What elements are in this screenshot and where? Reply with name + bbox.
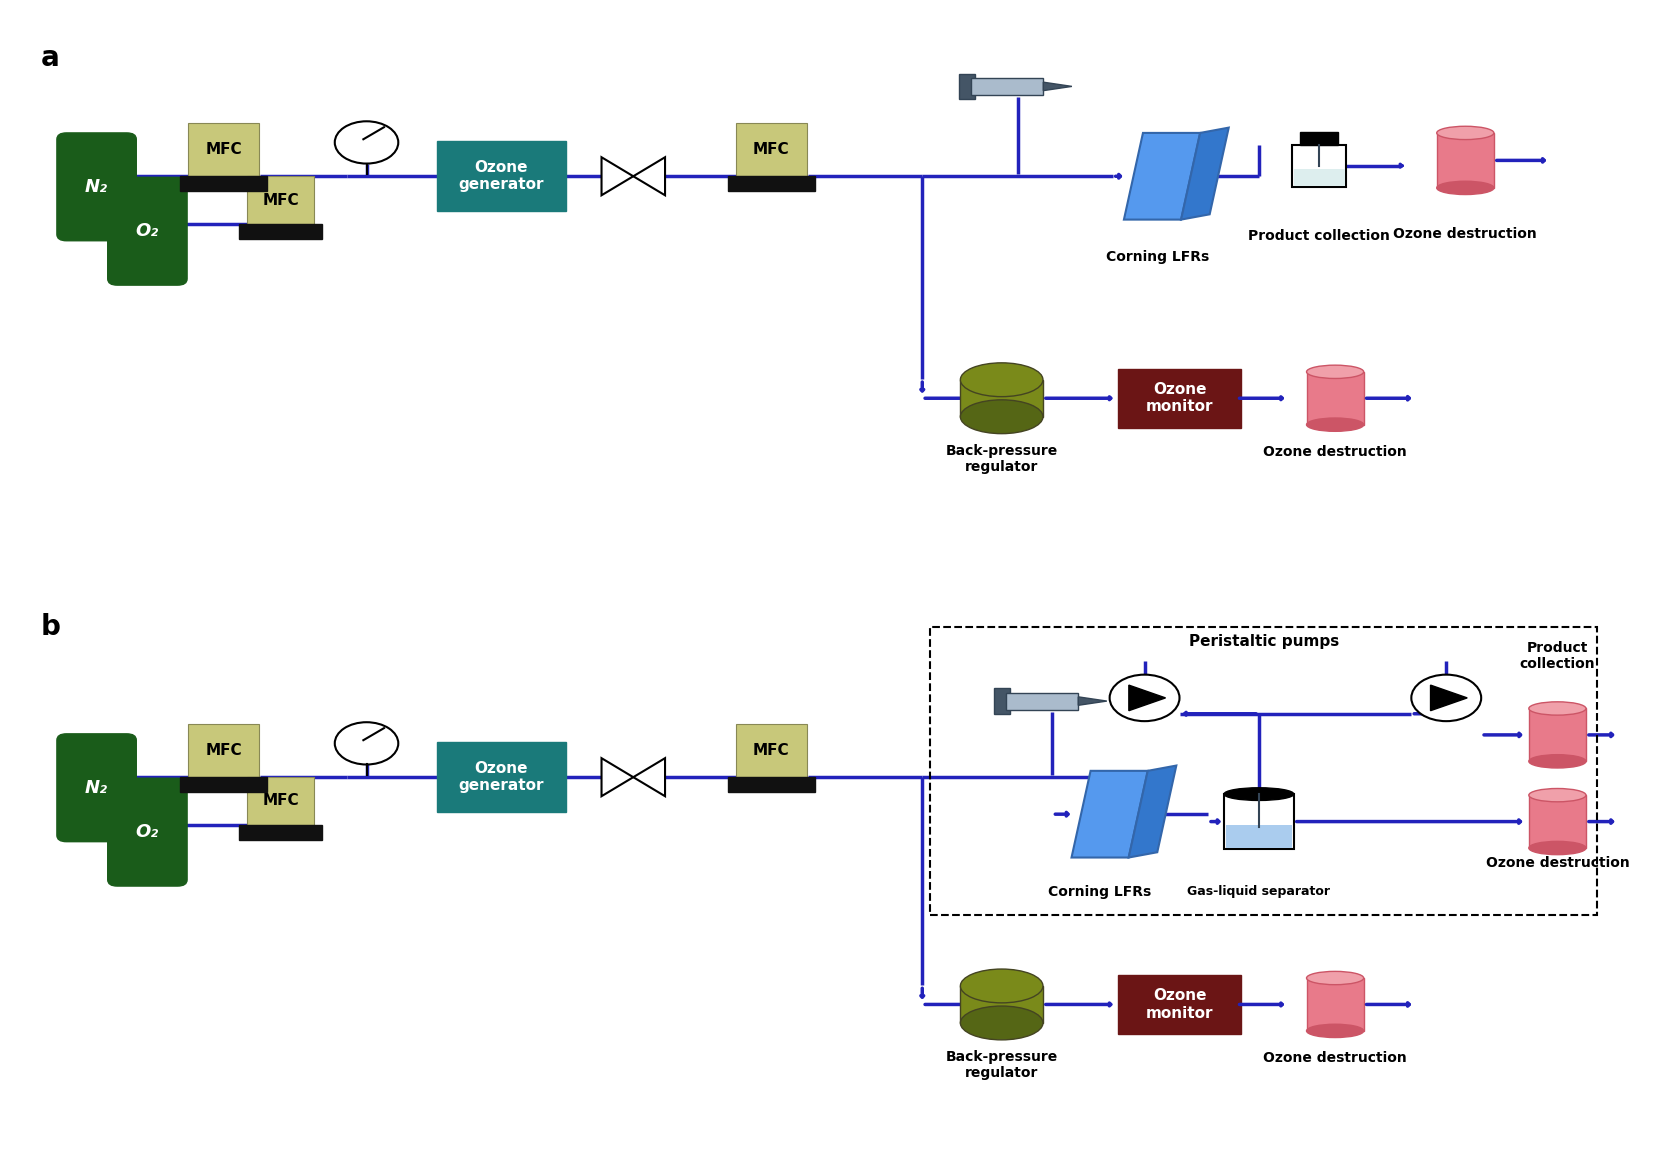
Text: Product
collection: Product collection (1520, 641, 1594, 671)
Text: a: a (41, 44, 60, 72)
Bar (180, 777, 268, 792)
Ellipse shape (1528, 702, 1586, 715)
Circle shape (334, 723, 399, 764)
Bar (1307, 978, 1363, 1031)
Text: Peristaltic pumps: Peristaltic pumps (1189, 634, 1338, 649)
Bar (1226, 825, 1292, 848)
Text: O₂: O₂ (136, 823, 159, 841)
FancyBboxPatch shape (56, 734, 136, 842)
Bar (728, 176, 815, 191)
Bar (240, 224, 323, 239)
Ellipse shape (961, 363, 1044, 396)
Polygon shape (633, 157, 665, 195)
Text: MFC: MFC (205, 142, 241, 157)
Circle shape (1110, 674, 1179, 722)
Bar (1437, 133, 1494, 188)
Bar (1292, 145, 1346, 187)
Bar (961, 379, 1044, 417)
Text: MFC: MFC (205, 743, 241, 758)
Polygon shape (1072, 771, 1148, 857)
Polygon shape (1044, 83, 1072, 91)
Text: MFC: MFC (263, 794, 299, 809)
Text: MFC: MFC (753, 142, 789, 157)
Ellipse shape (1307, 365, 1363, 378)
Ellipse shape (1528, 841, 1586, 855)
Text: Ozone destruction: Ozone destruction (1485, 856, 1629, 871)
Bar (1224, 794, 1293, 849)
FancyBboxPatch shape (1118, 974, 1242, 1034)
Bar (1528, 795, 1586, 848)
FancyBboxPatch shape (189, 123, 260, 176)
Text: b: b (41, 614, 61, 641)
FancyBboxPatch shape (56, 133, 136, 241)
FancyBboxPatch shape (736, 724, 807, 777)
FancyBboxPatch shape (437, 742, 566, 812)
Polygon shape (633, 758, 665, 796)
Ellipse shape (1307, 1024, 1363, 1038)
Ellipse shape (961, 969, 1044, 1003)
Ellipse shape (1528, 755, 1586, 768)
Polygon shape (1431, 685, 1467, 711)
Polygon shape (1078, 696, 1107, 705)
FancyBboxPatch shape (437, 141, 566, 211)
Bar (959, 74, 974, 99)
Text: N₂: N₂ (84, 779, 108, 796)
Circle shape (334, 122, 399, 163)
Bar (1528, 709, 1586, 762)
Text: N₂: N₂ (84, 178, 108, 195)
Polygon shape (1125, 133, 1201, 219)
Ellipse shape (961, 1007, 1044, 1040)
Bar (1307, 372, 1363, 425)
Text: Back-pressure
regulator: Back-pressure regulator (946, 444, 1059, 473)
Polygon shape (1181, 128, 1229, 219)
Text: Ozone
generator: Ozone generator (458, 761, 544, 793)
Bar (180, 176, 268, 191)
Text: MFC: MFC (263, 193, 299, 208)
Circle shape (1411, 674, 1482, 722)
Text: MFC: MFC (753, 743, 789, 758)
Ellipse shape (1437, 182, 1494, 194)
Polygon shape (602, 758, 633, 796)
Polygon shape (1128, 685, 1166, 711)
Text: Corning LFRs: Corning LFRs (1049, 885, 1151, 899)
Text: O₂: O₂ (136, 222, 159, 240)
Bar (1300, 132, 1338, 145)
Text: Back-pressure
regulator: Back-pressure regulator (946, 1050, 1059, 1080)
FancyBboxPatch shape (189, 724, 260, 777)
Text: Product collection: Product collection (1249, 229, 1389, 244)
Ellipse shape (1437, 126, 1494, 139)
Bar (1006, 693, 1078, 710)
Ellipse shape (961, 400, 1044, 433)
Bar (971, 78, 1044, 95)
Text: Gas-liquid separator: Gas-liquid separator (1188, 885, 1330, 899)
Bar (961, 986, 1044, 1023)
Text: Ozone
monitor: Ozone monitor (1146, 988, 1214, 1020)
Polygon shape (602, 157, 633, 195)
Text: Corning LFRs: Corning LFRs (1105, 250, 1209, 264)
FancyBboxPatch shape (108, 177, 187, 285)
Ellipse shape (1307, 418, 1363, 431)
Bar (1293, 169, 1345, 186)
Text: Ozone destruction: Ozone destruction (1264, 445, 1408, 458)
Ellipse shape (1528, 788, 1586, 802)
Text: Ozone
monitor: Ozone monitor (1146, 383, 1214, 415)
Bar (994, 688, 1009, 714)
Polygon shape (1128, 765, 1176, 857)
Bar (240, 825, 323, 840)
Text: Ozone
generator: Ozone generator (458, 160, 544, 192)
FancyBboxPatch shape (108, 778, 187, 886)
Text: Ozone destruction: Ozone destruction (1393, 228, 1537, 241)
FancyBboxPatch shape (248, 777, 314, 825)
FancyBboxPatch shape (1118, 369, 1242, 427)
Bar (728, 777, 815, 792)
Ellipse shape (1307, 971, 1363, 985)
Text: Ozone destruction: Ozone destruction (1264, 1051, 1408, 1065)
Bar (930, 627, 1598, 915)
FancyBboxPatch shape (736, 123, 807, 176)
FancyBboxPatch shape (248, 176, 314, 224)
Ellipse shape (1224, 788, 1293, 801)
